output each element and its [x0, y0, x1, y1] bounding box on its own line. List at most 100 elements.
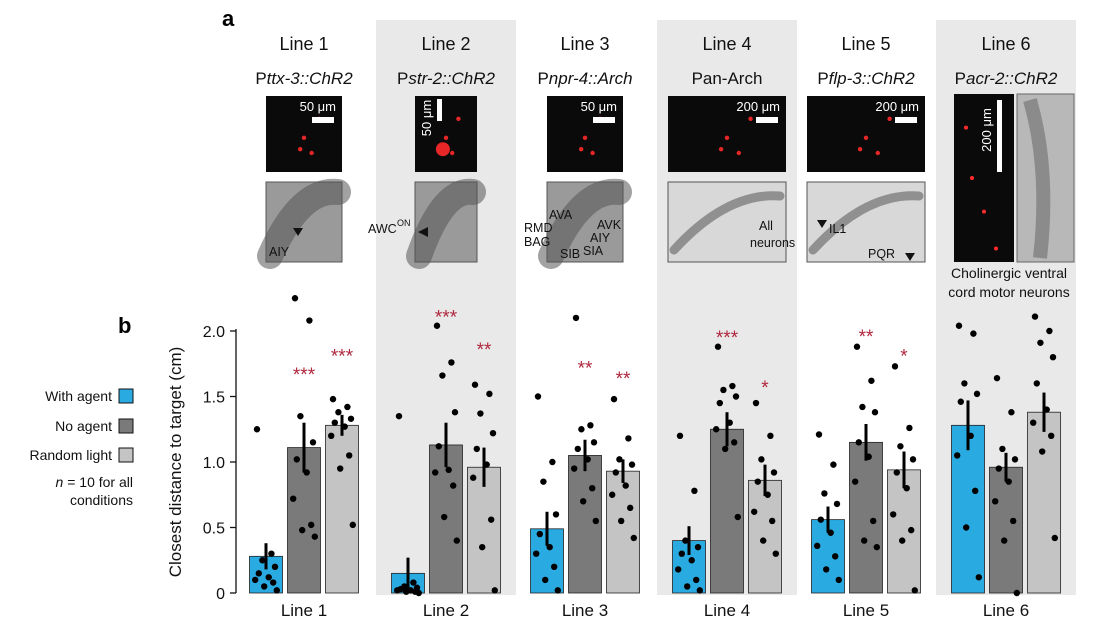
data-point: [868, 377, 875, 384]
data-point: [720, 386, 727, 394]
legend-note: n = 10 for all: [56, 474, 133, 490]
data-point: [341, 423, 348, 430]
data-point: [827, 529, 834, 536]
data-point: [909, 456, 917, 463]
data-point: [477, 410, 484, 417]
data-point: [268, 550, 275, 557]
neuron-label: AWC: [368, 222, 397, 236]
data-point: [716, 399, 723, 407]
data-point: [770, 469, 778, 476]
legend-item: Random light: [30, 447, 134, 463]
panel-letter-b: b: [118, 313, 131, 338]
data-point: [291, 295, 299, 302]
data-point: [754, 478, 761, 485]
data-point: [817, 516, 824, 523]
data-point: [1043, 406, 1050, 413]
data-point: [871, 409, 879, 416]
line-title: Line 6: [981, 34, 1030, 54]
data-point: [954, 452, 961, 459]
line-title: Line 5: [841, 34, 890, 54]
y-tick-label: 0: [216, 586, 225, 603]
data-point: [546, 543, 553, 551]
data-point: [441, 513, 448, 521]
header-line-6-images: 200 μm Cholinergic ventral cord motor neur…: [948, 93, 1075, 300]
data-point: [587, 422, 594, 429]
data-point: [415, 589, 422, 597]
bar-no-agent: [710, 428, 744, 594]
neuron-label: SIA: [583, 244, 604, 258]
y-tick-label: 2.0: [203, 324, 225, 341]
scale-bar: [756, 117, 778, 123]
data-point: [906, 424, 913, 432]
data-point: [865, 453, 872, 460]
data-point: [713, 426, 720, 433]
data-point: [435, 443, 442, 450]
fluorescence-image: [954, 94, 1014, 262]
data-point: [453, 537, 460, 544]
data-point: [616, 456, 623, 463]
bar-with-agent: [951, 424, 985, 594]
scale-label: 200 μm: [979, 108, 994, 152]
fluorescent-spot: [435, 142, 450, 157]
significance-stars: ***: [331, 347, 354, 368]
fluorescence-image: [266, 96, 342, 172]
y-tick-label: 1.5: [203, 390, 225, 407]
scale-bar: [593, 117, 615, 123]
data-point: [899, 537, 906, 544]
data-point: [574, 445, 581, 453]
data-point: [1037, 339, 1044, 346]
data-point: [821, 490, 828, 497]
data-point: [328, 432, 335, 439]
worm-body: [808, 191, 924, 255]
data-point: [853, 343, 861, 350]
data-point: [903, 485, 910, 492]
data-point: [346, 452, 353, 459]
legend-item: With agent: [45, 388, 134, 404]
data-point: [270, 579, 277, 586]
y-tick-label: 0.5: [203, 521, 225, 538]
line-title: Line 1: [279, 34, 328, 54]
data-point: [722, 445, 729, 453]
fluorescent-spot: [970, 176, 974, 180]
data-point: [691, 487, 698, 495]
y-tick-label: 1.0: [203, 455, 225, 472]
data-point: [542, 576, 549, 584]
data-point: [852, 478, 859, 485]
data-point: [1011, 456, 1019, 463]
fluorescent-spot: [875, 150, 880, 156]
data-point: [1049, 354, 1057, 361]
bar-no-agent: [989, 466, 1023, 594]
data-point: [486, 390, 493, 398]
data-point: [855, 439, 862, 446]
data-point: [963, 524, 970, 531]
data-point: [344, 403, 351, 411]
significance-stars: *: [761, 378, 769, 399]
data-point: [758, 456, 765, 463]
data-point: [714, 343, 722, 350]
neuron-label: AVA: [549, 208, 573, 222]
data-point: [1010, 517, 1017, 525]
data-point: [331, 419, 338, 426]
neuron-label: AIY: [590, 231, 611, 245]
fluorescent-spot: [994, 246, 998, 251]
fluorescent-spot: [748, 116, 753, 122]
worm-body: [538, 178, 632, 269]
significance-stars: ***: [435, 307, 458, 328]
data-point: [290, 495, 297, 502]
data-point: [488, 516, 495, 523]
data-point: [832, 553, 839, 560]
data-point: [394, 587, 401, 594]
data-point: [897, 443, 904, 450]
legend-note-line2: conditions: [70, 492, 133, 508]
y-axis: 0 0.5 1.0 1.5 2.0: [203, 324, 237, 603]
data-point: [972, 487, 979, 495]
data-point: [540, 478, 547, 485]
data-point: [439, 372, 446, 379]
data-point: [273, 587, 280, 594]
data-point: [729, 382, 736, 390]
data-point: [297, 412, 304, 420]
data-point: [961, 380, 968, 387]
legend-label: No agent: [55, 418, 112, 434]
data-point: [432, 469, 439, 476]
